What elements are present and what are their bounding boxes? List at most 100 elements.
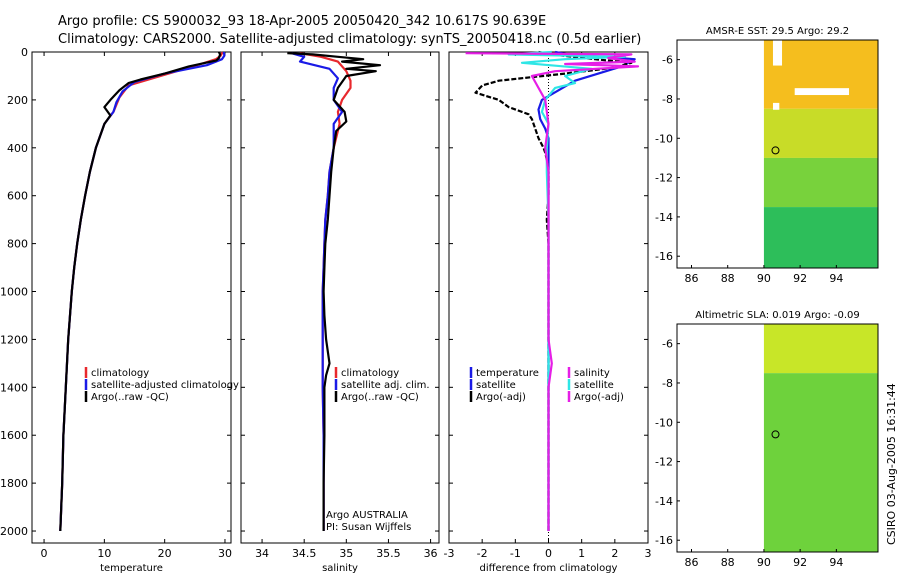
map-color-band [763,108,878,158]
y-tick-label: -6 [662,338,673,351]
x-tick-label: 90 [757,556,771,569]
series-line-1 [59,51,226,532]
x-tick-label: 92 [793,556,807,569]
y-tick-label: -12 [655,172,673,185]
x-tick-label: -1 [510,547,521,560]
x-tick-label: 35.5 [376,547,401,560]
x-tick-label: 86 [684,272,698,285]
x-tick-label: 34.5 [292,547,317,560]
x-tick-label: 92 [793,272,807,285]
y-tick-label: 0 [21,46,28,59]
x-tick-label: 94 [829,272,843,285]
legend-entry: climatology [91,368,149,379]
map-color-band [763,40,878,109]
x-axis-label: difference from climatology [480,563,618,574]
header-line1: Argo profile: CS 5900032_93 18-Apr-2005 … [58,14,546,29]
series-line-1 [291,52,344,531]
x-tick-label: -2 [477,547,488,560]
x-axis-label: temperature [100,563,163,574]
legend-entry: Argo(-adj) [476,392,526,403]
legend-entry: Argo(..raw -QC) [341,392,419,403]
x-tick-label: -3 [444,547,455,560]
y-tick-label: 2000 [0,525,28,538]
y-tick-label: -10 [655,132,673,145]
missing-data-patch [772,102,780,110]
series-line-2 [59,51,222,532]
x-tick-label: 88 [721,556,735,569]
y-tick-label: -16 [655,250,673,263]
map-color-band [763,373,878,552]
header-line2: Climatology: CARS2000. Satellite-adjuste… [58,32,641,47]
x-tick-label: 35 [339,547,353,560]
map-frame [676,323,879,553]
x-tick-label: 86 [684,556,698,569]
y-tick-label: -16 [655,534,673,547]
y-tick-label: 1000 [0,286,28,299]
y-tick-label: 600 [7,190,28,203]
map-color-band [763,207,878,268]
series-line-2 [507,50,626,531]
map-frame [676,39,879,269]
x-tick-label: 0 [545,547,552,560]
y-tick-label: -12 [655,456,673,469]
map-title: AMSR-E SST: 29.5 Argo: 29.2 [706,26,849,37]
salinity-panel: 34 34.5 35 35.5 36 salinity climatologysatelli… [240,51,440,574]
series-line-2 [287,52,382,531]
legend-entry: satellite [574,380,614,391]
argo-position-marker [771,430,780,439]
y-tick-label: 1600 [0,429,28,442]
x-tick-label: 30 [218,547,232,560]
annotation-text: Argo AUSTRALIA [326,510,408,521]
missing-data-patch [794,88,850,96]
legend-entry: Argo(..raw -QC) [91,392,169,403]
y-tick-label: 800 [7,238,28,251]
legend-entry: salinity [574,368,610,379]
x-tick-label: 90 [757,272,771,285]
y-tick-label: -14 [655,211,673,224]
profile-panels: 0 10 20 30020040060080010001200140016001800… [0,46,652,574]
legend-entry: satellite-adjusted climatology [91,380,239,391]
y-tick-label: -8 [662,377,673,390]
series-line-3 [465,52,640,531]
map-panels: 86 88 90 92 94 -6 -8 -10 -12 -14 -16 AMSR-E SST: 29… [655,26,879,569]
missing-data-patch [772,40,783,66]
x-tick-label: 94 [829,556,843,569]
legend-entry: Argo(-adj) [574,392,624,403]
series-line-0 [537,50,636,531]
legend-entry: climatology [341,368,399,379]
y-tick-label: 400 [7,142,28,155]
x-tick-label: 2 [611,547,618,560]
sla-map: 86 88 90 92 94 -6 -8 -10 -12 -14 -16 Altimetric SLA… [655,310,879,569]
y-tick-label: 1400 [0,381,28,394]
map-color-band [763,157,878,208]
temperature-panel: 0 10 20 30 0 200 400 600 800 1000 1200 1400 1600 1800… [0,46,239,574]
map-color-band [763,324,878,374]
map-title: Altimetric SLA: 0.019 Argo: -0.09 [695,310,860,321]
legend-entry: satellite adj. clim. [341,380,430,391]
series-line-0 [59,51,224,532]
x-tick-label: 0 [41,547,48,560]
y-tick-label: -6 [662,54,673,67]
argo-position-marker [771,146,780,155]
y-tick-label: -14 [655,495,673,508]
plot-frame [240,51,440,544]
x-tick-label: 3 [645,547,652,560]
sst-map: 86 88 90 92 94 -6 -8 -10 -12 -14 -16 AMSR-E SST: 29… [655,26,879,285]
x-tick-label: 10 [97,547,111,560]
y-tick-label: -10 [655,416,673,429]
x-tick-label: 88 [721,272,735,285]
difference-panel: -3 -2 -1 0 1 2 3 difference from climatology tem… [444,50,652,574]
x-tick-label: 1 [578,547,585,560]
x-tick-label: 36 [424,547,438,560]
legend-entry: temperature [476,368,539,379]
y-tick-label: 1800 [0,477,28,490]
series-line-1 [474,50,633,531]
legend-entry: satellite [476,380,516,391]
x-tick-label: 34 [255,547,269,560]
y-tick-label: -8 [662,93,673,106]
plot-frame [31,51,232,544]
x-tick-label: 20 [158,547,172,560]
y-tick-label: 1200 [0,333,28,346]
annotation-text: PI: Susan Wijffels [326,522,411,533]
